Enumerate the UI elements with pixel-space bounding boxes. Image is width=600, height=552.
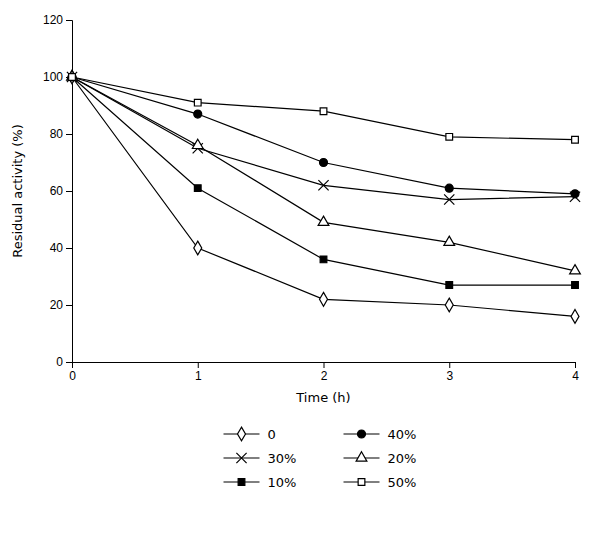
tick: 40 — [50, 241, 72, 255]
line — [72, 77, 575, 194]
point — [192, 139, 203, 148]
tick-label: 0 — [69, 369, 76, 383]
point — [570, 265, 581, 274]
tick-mark — [449, 362, 450, 368]
tick-label: 40 — [50, 241, 64, 255]
tick-label: 0 — [56, 355, 63, 369]
legend-item: 10% — [224, 475, 297, 490]
tick-mark — [575, 362, 576, 368]
series — [68, 73, 579, 198]
point — [446, 133, 453, 140]
tick-mark — [66, 305, 72, 306]
point — [445, 298, 453, 312]
point — [571, 190, 579, 198]
tick: 0 — [69, 362, 76, 383]
x-axis-title: Time (h) — [295, 390, 350, 405]
point — [320, 256, 327, 263]
legend-marker — [358, 479, 365, 486]
tick: 1 — [195, 362, 202, 383]
legend-marker — [238, 427, 246, 441]
tick-label: 1 — [195, 369, 202, 383]
legend-label: 40% — [388, 427, 417, 442]
y-axis: 0 20 40 60 80 100 120 — [43, 13, 73, 369]
point — [194, 241, 202, 255]
line — [72, 77, 575, 271]
point — [445, 184, 453, 192]
point — [67, 71, 78, 80]
legend-label: 50% — [388, 475, 417, 490]
point — [318, 216, 329, 225]
tick-mark — [324, 362, 325, 368]
tick-label: 120 — [43, 13, 63, 27]
legend-item: 20% — [344, 451, 417, 466]
tick: 2 — [321, 362, 328, 383]
legend-item: 40% — [344, 427, 417, 442]
marks — [67, 70, 581, 323]
legend-item: 50% — [344, 475, 417, 490]
tick-mark — [66, 362, 72, 363]
legend: 0 30% 10% 40% 20% 50% — [224, 427, 417, 490]
point — [320, 159, 328, 167]
line — [72, 77, 575, 200]
legend-label: 30% — [268, 451, 297, 466]
plot: 01234020406080100120Time (h)Residual act… — [10, 13, 580, 489]
series — [68, 70, 579, 323]
tick-mark — [66, 248, 72, 249]
legend-item: 0 — [224, 427, 276, 442]
point — [446, 282, 453, 289]
point — [320, 108, 327, 115]
tick: 3 — [446, 362, 453, 383]
series — [69, 74, 579, 289]
point — [68, 73, 76, 81]
tick: 80 — [50, 127, 72, 141]
point — [67, 72, 77, 82]
tick-label: 100 — [43, 70, 63, 84]
legend-label: 20% — [388, 451, 417, 466]
tick-label: 60 — [50, 184, 64, 198]
line — [72, 77, 575, 140]
y-axis-title: Residual activity (%) — [10, 124, 25, 258]
point — [444, 194, 454, 204]
tick: 60 — [50, 184, 72, 198]
point — [194, 99, 201, 106]
tick-mark — [66, 134, 72, 135]
point — [69, 74, 76, 81]
series — [69, 74, 579, 143]
legend-marker — [238, 479, 245, 486]
tick-label: 2 — [321, 369, 328, 383]
tick: 4 — [572, 362, 579, 383]
tick: 120 — [43, 13, 72, 27]
line — [72, 77, 575, 285]
tick-mark — [66, 191, 72, 192]
legend-marker — [358, 430, 366, 438]
point — [572, 282, 579, 289]
tick: 0 — [56, 355, 72, 369]
legend-marker — [236, 453, 246, 463]
tick-mark — [66, 20, 72, 21]
axis-line — [73, 363, 576, 369]
legend-label: 0 — [268, 427, 276, 442]
tick: 20 — [50, 298, 72, 312]
point — [69, 74, 76, 81]
point — [320, 292, 328, 306]
point — [572, 136, 579, 143]
point — [194, 185, 201, 192]
point — [444, 236, 455, 245]
legend-label: 10% — [268, 475, 297, 490]
point — [571, 309, 579, 323]
tick-label: 80 — [50, 127, 64, 141]
tick-label: 4 — [572, 369, 579, 383]
x-axis: 0 1 2 3 4 — [69, 362, 579, 383]
tick-label: 20 — [50, 298, 64, 312]
point — [318, 180, 328, 190]
point — [194, 110, 202, 118]
tick-mark — [198, 362, 199, 368]
legend-marker — [356, 452, 367, 461]
series — [67, 72, 580, 205]
chart: 01234020406080100120Time (h)Residual act… — [0, 0, 600, 552]
series — [67, 71, 581, 274]
tick-label: 3 — [446, 369, 453, 383]
legend-item: 30% — [224, 451, 297, 466]
line — [72, 77, 575, 316]
